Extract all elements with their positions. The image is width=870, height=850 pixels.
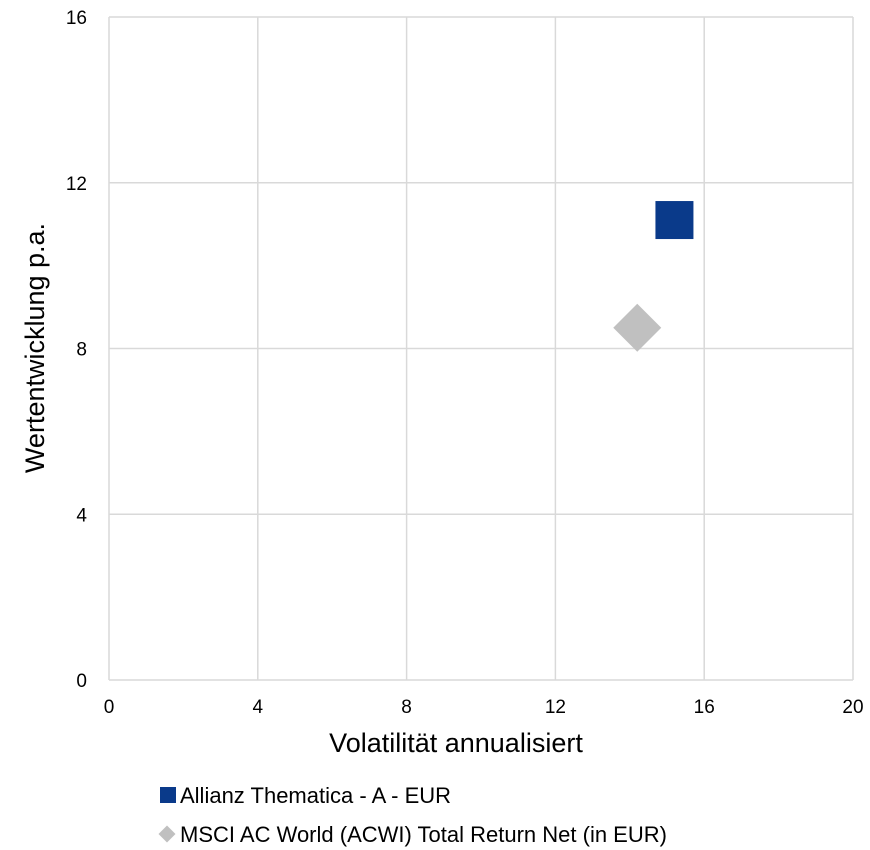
- legend-item-msci-acwi[interactable]: MSCI AC World (ACWI) Total Return Net (i…: [158, 822, 667, 847]
- legend-square-marker: [160, 787, 176, 803]
- x-tick-label: 4: [253, 697, 264, 718]
- legend-label-msci-acwi: MSCI AC World (ACWI) Total Return Net (i…: [180, 822, 667, 847]
- x-tick-label: 8: [401, 697, 412, 718]
- legend: Allianz Thematica - A - EUR MSCI AC Worl…: [158, 783, 667, 847]
- y-tick-label: 16: [66, 8, 87, 29]
- y-tick-label: 12: [66, 174, 87, 195]
- tick-labels: 0 4 8 12 16 20 0 4 8 12 16: [66, 8, 864, 718]
- y-axis-title: Wertentwicklung p.a.: [20, 223, 50, 473]
- y-tick-label: 0: [76, 671, 87, 692]
- legend-diamond-marker: [158, 825, 176, 843]
- x-tick-label: 0: [104, 697, 115, 718]
- y-tick-label: 8: [76, 340, 87, 361]
- y-tick-label: 4: [76, 505, 87, 526]
- x-tick-label: 12: [545, 697, 566, 718]
- x-tick-label: 16: [694, 697, 715, 718]
- axis-titles: Volatilität annualisiert Wertentwicklung…: [20, 223, 583, 758]
- grid-layer: [108, 16, 854, 681]
- x-axis-title: Volatilität annualisiert: [329, 728, 583, 758]
- legend-label-allianz-thematica: Allianz Thematica - A - EUR: [180, 783, 451, 808]
- data-point-diamond[interactable]: [613, 303, 662, 352]
- x-tick-label: 20: [842, 697, 863, 718]
- data-points: [613, 201, 694, 352]
- legend-item-allianz-thematica[interactable]: Allianz Thematica - A - EUR: [160, 783, 451, 808]
- data-point-square[interactable]: [655, 201, 694, 240]
